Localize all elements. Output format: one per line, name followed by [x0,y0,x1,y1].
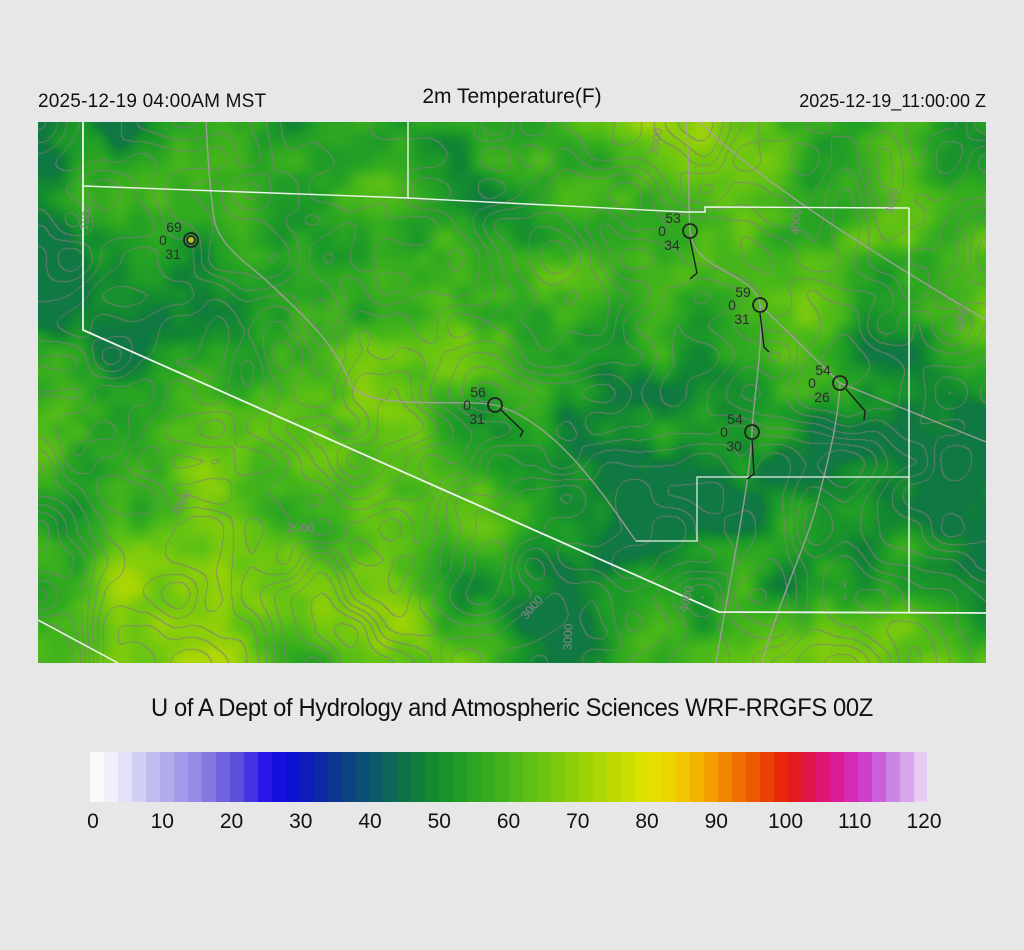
station-temperature: 56 [470,384,486,400]
colorbar-tick-120: 120 [906,810,942,833]
station-circle [487,397,503,413]
station-circle [682,223,698,239]
station-weather: 0 [728,297,736,313]
contour-label: 2000 [647,127,665,156]
colorbar-tick-0: 0 [87,810,99,833]
station-weather: 0 [808,375,816,391]
boundary-line [407,197,910,213]
credit-text: U of A Dept of Hydrology and Atmospheric… [151,694,873,722]
road-line [761,382,841,663]
colorbar-tick-20: 20 [219,810,244,833]
colorbar-tick-30: 30 [289,810,313,833]
colorbar-tick-90: 90 [704,810,728,833]
contour-label: 1000 [169,488,195,518]
station-dewpoint: 31 [734,311,750,327]
boundary-line [82,122,986,614]
wind-barb [500,409,524,438]
wind-barb [845,388,866,421]
contour-label: 3000 [518,592,546,622]
station-circle [744,424,760,440]
road-line [205,122,496,406]
wind-barb [689,238,698,280]
valid-time-local: 2025-12-19 04:00AM MST [38,91,267,112]
contour-label: 3000 [953,304,968,332]
wind-barb [759,312,770,353]
colorbar-tick-10: 10 [150,810,174,833]
contour-label: 3000 [882,187,900,216]
contour-label: 4000 [788,207,804,235]
boundary-lines [38,122,986,663]
station-temperature: 69 [166,219,182,235]
page-title: 2m Temperature(F) [422,85,602,108]
contour-label: 1000 [76,202,95,231]
road-line [699,122,986,321]
calm-wind-inner-circle [186,235,196,245]
credit-line: U of A Dept of Hydrology and Atmospheric… [0,694,1024,723]
wind-barb [746,439,755,480]
colorbar-tick-100: 100 [767,810,804,833]
colorbar-tick-80: 80 [635,810,659,833]
station-dewpoint: 31 [469,411,485,427]
road-lines [205,122,986,663]
colorbar-tick-70: 70 [566,810,590,833]
station-dewpoint: 34 [664,237,680,253]
road-line [685,122,762,663]
station-dewpoint: 26 [814,389,830,405]
boundary-line [82,122,409,199]
station-temperature: 54 [815,362,831,378]
boundary-line [38,619,119,663]
road-line [759,304,986,443]
station-temperature: 59 [735,284,751,300]
temperature-field-canvas [38,122,986,663]
temperature-map: 1000 1000 2000 2000 3000 3000 4000 4000 3000 3000… [38,122,986,663]
colorbar-tick-50: 50 [427,810,451,833]
station-weather: 0 [159,232,167,248]
station-weather: 0 [720,424,728,440]
contour-label: 3000 [561,623,576,650]
station-temperature: 54 [727,411,743,427]
station-circle [752,297,768,313]
station-weather: 0 [658,223,666,239]
station-circle [183,232,199,248]
colorbar-tick-110: 110 [838,810,872,833]
station-circle [832,375,848,391]
station-temperature: 53 [665,210,681,226]
colorbar-tick-60: 60 [496,810,521,833]
map-overlay: 1000100020002000300030004000400030003000… [38,122,986,663]
contour-label: 2000 [288,521,315,535]
station-dewpoint: 30 [726,438,742,454]
valid-time-utc: 2025-12-19_11:00:00 Z [799,91,986,111]
colorbar-tick-40: 40 [358,810,382,833]
colorbar [90,752,927,802]
contour-label: 4000 [676,584,697,614]
station-weather: 0 [463,397,471,413]
boundary-line [636,476,909,542]
station-dewpoint: 31 [165,246,181,262]
road-line [494,404,637,542]
